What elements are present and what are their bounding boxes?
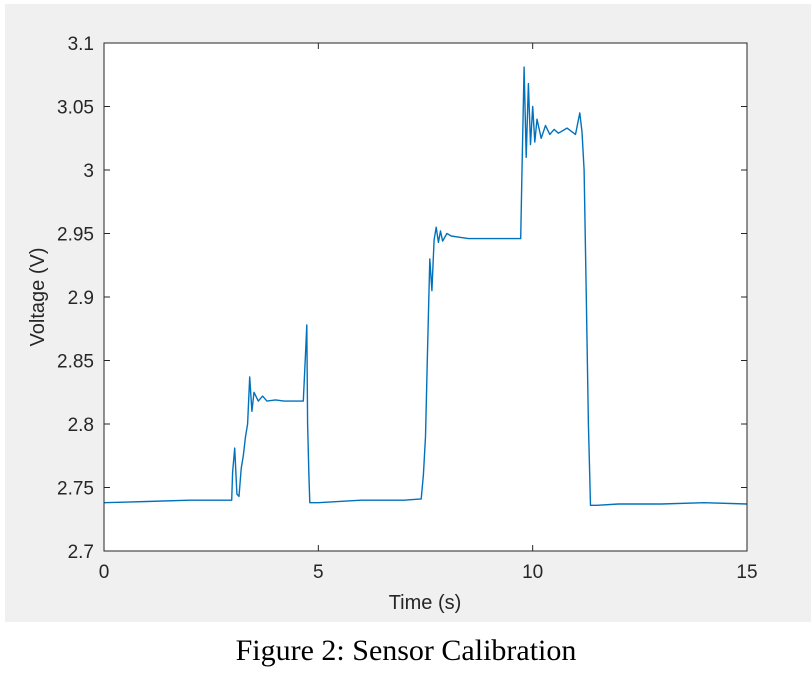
y-tick-label: 3 — [83, 161, 94, 182]
y-tick-label: 3.05 — [57, 98, 94, 119]
y-tick-label: 2.9 — [68, 288, 94, 309]
ticks-layer: 0 5 10 15 2.7 2.75 2.8 2.85 2.9 2.95 3 3.05 3.1 — [57, 34, 758, 583]
x-tick-label: 5 — [313, 562, 324, 583]
y-tick-label: 2.8 — [68, 415, 94, 436]
x-tick-label: 10 — [522, 562, 543, 583]
figure-caption: Figure 2: Sensor Calibration — [235, 634, 577, 667]
x-tick-label: 15 — [736, 562, 757, 583]
y-tick-label: 2.85 — [57, 352, 94, 373]
series-layer — [103, 66, 748, 506]
plot-area — [104, 43, 747, 551]
voltage-line-chart: 0 5 10 15 2.7 2.75 2.8 2.85 2.9 2.95 3 3.05 3.1 Time… — [27, 34, 758, 614]
x-axis-label: Time (s) — [389, 592, 462, 614]
y-tick-label: 2.95 — [57, 225, 94, 246]
x-tick-label: 0 — [99, 562, 110, 583]
y-tick-label: 3.1 — [68, 34, 94, 55]
series-line-voltage — [103, 66, 748, 506]
y-tick-label: 2.7 — [68, 542, 94, 563]
y-axis-label: Voltage (V) — [27, 248, 49, 347]
y-tick-label: 2.75 — [57, 479, 94, 500]
